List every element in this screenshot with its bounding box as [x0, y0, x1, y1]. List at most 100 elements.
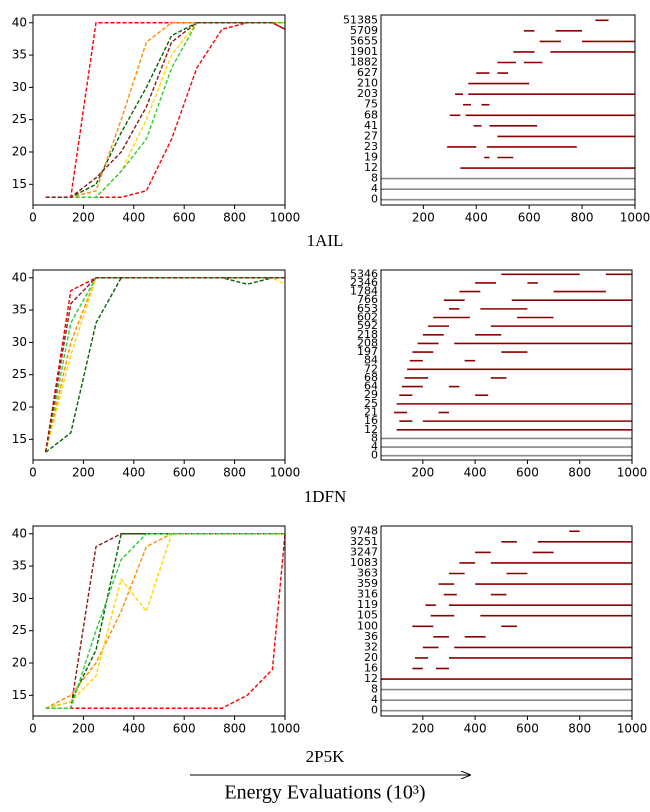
- y-tick-label: 1901: [350, 45, 378, 58]
- x-tick-label: 400: [464, 466, 487, 480]
- y-tick-label: 12: [364, 672, 378, 685]
- y-tick-label: 64: [364, 380, 378, 393]
- x-tick-label: 1000: [270, 211, 301, 225]
- x-tick-label: 400: [465, 211, 488, 225]
- x-tick-label: 1000: [620, 211, 650, 225]
- y-tick-label: 208: [357, 336, 378, 349]
- x-tick-label: 1000: [617, 466, 648, 480]
- y-tick-label: 25: [12, 367, 27, 381]
- x-tick-label: 0: [29, 722, 37, 736]
- y-tick-label: 25: [12, 112, 27, 126]
- x-tick-label: 200: [411, 466, 434, 480]
- x-tick-label: 400: [464, 722, 487, 736]
- y-tick-label: 766: [357, 293, 378, 306]
- y-tick-label: 627: [357, 66, 378, 79]
- x-tick-label: 200: [411, 722, 434, 736]
- y-tick-label: 15: [12, 177, 27, 191]
- y-tick-label: 4: [371, 693, 378, 706]
- y-tick-label: 4: [371, 440, 378, 453]
- y-tick-label: 5655: [350, 34, 378, 47]
- y-tick-label: 32: [364, 640, 378, 653]
- x-tick-label: 400: [122, 722, 145, 736]
- y-tick-label: 3247: [350, 545, 378, 558]
- y-tick-label: 30: [12, 80, 27, 94]
- y-tick-label: 8: [371, 431, 378, 444]
- y-tick-label: 19: [364, 151, 378, 164]
- x-tick-label: 200: [72, 722, 95, 736]
- y-tick-label: 36: [364, 630, 378, 643]
- y-tick-label: 15: [12, 432, 27, 446]
- y-tick-label: 1083: [350, 556, 378, 569]
- y-tick-label: 40: [12, 526, 27, 540]
- y-tick-label: 0: [371, 704, 378, 717]
- plot-frame: [380, 525, 633, 717]
- y-tick-label: 316: [357, 588, 378, 601]
- y-tick-label: 197: [357, 345, 378, 358]
- series-line: [44, 277, 285, 453]
- x-tick-label: 0: [29, 466, 37, 480]
- y-tick-label: 25: [364, 397, 378, 410]
- x-tick-label: 400: [122, 466, 145, 480]
- series-line: [44, 277, 285, 453]
- x-tick-label: 600: [516, 722, 539, 736]
- y-tick-label: 12: [364, 161, 378, 174]
- y-tick-label: 35: [12, 559, 27, 573]
- y-tick-label: 9748: [350, 524, 378, 537]
- y-tick-label: 20: [12, 400, 27, 414]
- plot-frame: [32, 14, 286, 206]
- y-tick-label: 8: [371, 683, 378, 696]
- y-tick-label: 105: [357, 609, 378, 622]
- y-tick-label: 1784: [350, 285, 378, 298]
- series-line: [45, 533, 285, 709]
- y-tick-label: 29: [364, 388, 378, 401]
- y-tick-label: 40: [12, 270, 27, 284]
- y-tick-label: 68: [364, 108, 378, 121]
- y-tick-label: 30: [12, 335, 27, 349]
- y-tick-label: 119: [357, 598, 378, 611]
- y-tick-label: 27: [364, 129, 378, 142]
- x-tick-label: 600: [173, 211, 196, 225]
- plot-frame: [32, 525, 286, 717]
- y-tick-label: 203: [357, 87, 378, 100]
- y-tick-label: 72: [364, 362, 378, 375]
- y-tick-label: 20: [364, 651, 378, 664]
- x-tick-label: 200: [72, 211, 95, 225]
- y-tick-label: 5709: [350, 24, 378, 37]
- y-tick-label: 21: [364, 406, 378, 419]
- x-tick-label: 800: [223, 211, 246, 225]
- y-tick-label: 1882: [350, 56, 378, 69]
- y-tick-label: 0: [371, 193, 378, 206]
- y-tick-label: 2346: [350, 276, 378, 289]
- plot-frame: [32, 269, 286, 461]
- series-line: [45, 22, 285, 198]
- y-tick-label: 25: [12, 623, 27, 637]
- x-tick-label: 600: [173, 722, 196, 736]
- plot-frame: [380, 14, 636, 206]
- series-line: [45, 533, 286, 709]
- y-tick-label: 8: [371, 172, 378, 185]
- plot-frame: [380, 269, 633, 461]
- y-tick-label: 40: [12, 15, 27, 29]
- x-tick-label: 800: [223, 466, 246, 480]
- y-tick-label: 363: [357, 567, 378, 580]
- y-tick-label: 20: [12, 145, 27, 159]
- x-tick-label: 800: [223, 722, 246, 736]
- y-tick-label: 84: [364, 354, 378, 367]
- y-tick-label: 3251: [350, 535, 378, 548]
- y-tick-label: 4: [371, 182, 378, 195]
- x-tick-label: 800: [568, 722, 591, 736]
- x-tick-label: 0: [29, 211, 37, 225]
- x-tick-label: 800: [568, 466, 591, 480]
- x-tick-label: 1000: [270, 722, 301, 736]
- caption: 1DFN: [304, 487, 347, 506]
- y-tick-label: 592: [357, 319, 378, 332]
- series-line: [45, 22, 285, 198]
- y-tick-label: 30: [12, 591, 27, 605]
- y-tick-label: 35: [12, 303, 27, 317]
- x-tick-label: 800: [571, 211, 594, 225]
- y-tick-label: 41: [364, 119, 378, 132]
- x-tick-label: 600: [516, 466, 539, 480]
- x-tick-label: 400: [122, 211, 145, 225]
